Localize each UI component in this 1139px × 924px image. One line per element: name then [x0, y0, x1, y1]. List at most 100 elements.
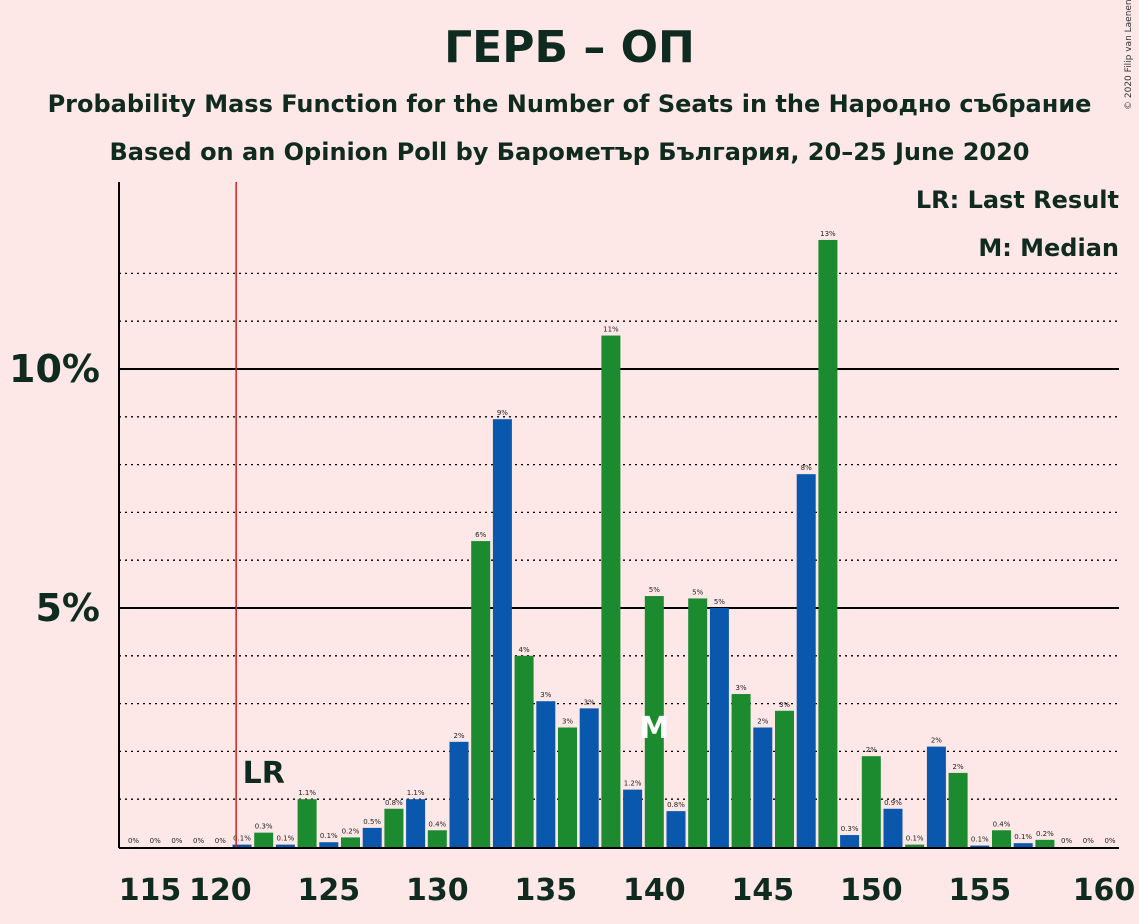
bar-124 — [297, 799, 317, 847]
data-label-133: 9% — [497, 409, 508, 417]
data-label-147: 8% — [801, 464, 812, 472]
data-label-152: 0.1% — [906, 835, 924, 843]
bar-128 — [384, 808, 404, 847]
bar-141 — [666, 811, 686, 847]
data-label-118: 0% — [171, 837, 182, 845]
last-result-marker: LR — [243, 756, 285, 791]
data-label-155: 0.1% — [971, 836, 989, 844]
bar-154 — [948, 772, 968, 847]
y-tick-label: 5% — [35, 586, 100, 630]
data-label-121: 0.1% — [233, 835, 251, 843]
x-tick-label: 135 — [514, 873, 577, 908]
bar-142 — [688, 598, 708, 847]
data-label-130: 0.4% — [428, 820, 446, 828]
bar-143 — [709, 608, 729, 847]
bar-134 — [514, 655, 534, 847]
bar-145 — [753, 727, 773, 847]
bar-121 — [232, 844, 252, 847]
data-label-145: 2% — [757, 718, 768, 726]
data-label-129: 1.1% — [407, 789, 425, 797]
bar-156 — [992, 830, 1011, 847]
bar-158 — [1035, 839, 1055, 847]
x-tick-label: 130 — [406, 873, 469, 908]
data-label-125: 0.1% — [320, 832, 338, 840]
data-label-116: 0% — [128, 837, 139, 845]
bar-151 — [883, 808, 903, 847]
bar-137 — [579, 708, 599, 847]
data-label-157: 0.1% — [1014, 833, 1032, 841]
bar-122 — [254, 832, 274, 847]
data-label-146: 3% — [779, 701, 790, 709]
x-tick-label: 160 — [1073, 873, 1136, 908]
data-label-127: 0.5% — [363, 818, 381, 826]
bar-131 — [449, 741, 469, 847]
y-tick-label: 10% — [9, 347, 100, 391]
data-label-143: 5% — [714, 598, 725, 606]
bar-144 — [731, 694, 751, 847]
data-label-137: 3% — [584, 698, 595, 706]
data-label-117: 0% — [150, 837, 161, 845]
data-label-144: 3% — [736, 684, 747, 692]
x-tick-label: 115 — [119, 873, 182, 908]
data-label-140: 5% — [649, 586, 660, 594]
chart-subtitle: Probability Mass Function for the Number… — [47, 90, 1092, 118]
data-label-160: 0% — [1083, 837, 1094, 845]
bar-148 — [818, 239, 838, 847]
bar-133 — [492, 419, 512, 847]
data-label-148: 13% — [820, 230, 836, 238]
data-label-149: 0.3% — [841, 825, 859, 833]
data-label-126: 0.2% — [342, 827, 360, 835]
data-label-151: 0.9% — [884, 799, 902, 807]
bar-127 — [362, 827, 382, 847]
data-label-153: 2% — [931, 737, 942, 745]
x-tick-label: 120 — [189, 873, 252, 908]
chart-source: Based on an Opinion Poll by Барометър Бъ… — [109, 138, 1030, 166]
data-label-128: 0.8% — [385, 799, 403, 807]
data-label-142: 5% — [692, 588, 703, 596]
data-label-150: 2% — [866, 746, 877, 754]
data-label-123: 0.1% — [277, 835, 295, 843]
bar-135 — [536, 701, 556, 847]
bar-140 — [644, 596, 664, 847]
bar-155 — [970, 845, 990, 847]
data-label-158: 0.2% — [1036, 830, 1054, 838]
data-label-159: 0% — [1061, 837, 1072, 845]
x-tick-label: 155 — [948, 873, 1011, 908]
bar-129 — [406, 799, 426, 847]
bar-132 — [471, 541, 491, 847]
data-label-136: 3% — [562, 718, 573, 726]
chart-title: ГЕРБ – ОП — [444, 22, 695, 73]
data-label-135: 3% — [540, 691, 551, 699]
x-tick-label: 140 — [623, 873, 686, 908]
bar-147 — [796, 474, 816, 847]
bar-146 — [775, 710, 794, 847]
bar-138 — [601, 335, 621, 847]
data-label-120: 0% — [215, 837, 226, 845]
data-label-154: 2% — [953, 763, 964, 771]
x-tick-label: 145 — [731, 873, 794, 908]
bar-150 — [861, 756, 881, 847]
x-tick-label: 150 — [840, 873, 903, 908]
legend-last-result: LR: Last Result — [915, 186, 1119, 214]
data-label-156: 0.4% — [993, 820, 1011, 828]
data-label-132: 6% — [475, 531, 486, 539]
data-label-139: 1.2% — [624, 780, 642, 788]
data-label-138: 11% — [603, 326, 619, 334]
median-marker: M — [639, 711, 669, 746]
bar-153 — [926, 746, 946, 847]
bar-157 — [1013, 843, 1033, 847]
data-label-119: 0% — [193, 837, 204, 845]
bar-152 — [905, 844, 925, 847]
bar-139 — [623, 789, 643, 847]
x-tick-label: 125 — [297, 873, 360, 908]
bar-126 — [341, 837, 360, 847]
bar-136 — [558, 727, 577, 847]
data-label-122: 0.3% — [255, 823, 273, 831]
data-label-124: 1.1% — [298, 789, 316, 797]
bar-149 — [840, 835, 860, 847]
data-label-131: 2% — [453, 732, 464, 740]
legend-median: M: Median — [978, 234, 1119, 262]
bar-130 — [427, 830, 447, 847]
bar-123 — [275, 844, 295, 847]
